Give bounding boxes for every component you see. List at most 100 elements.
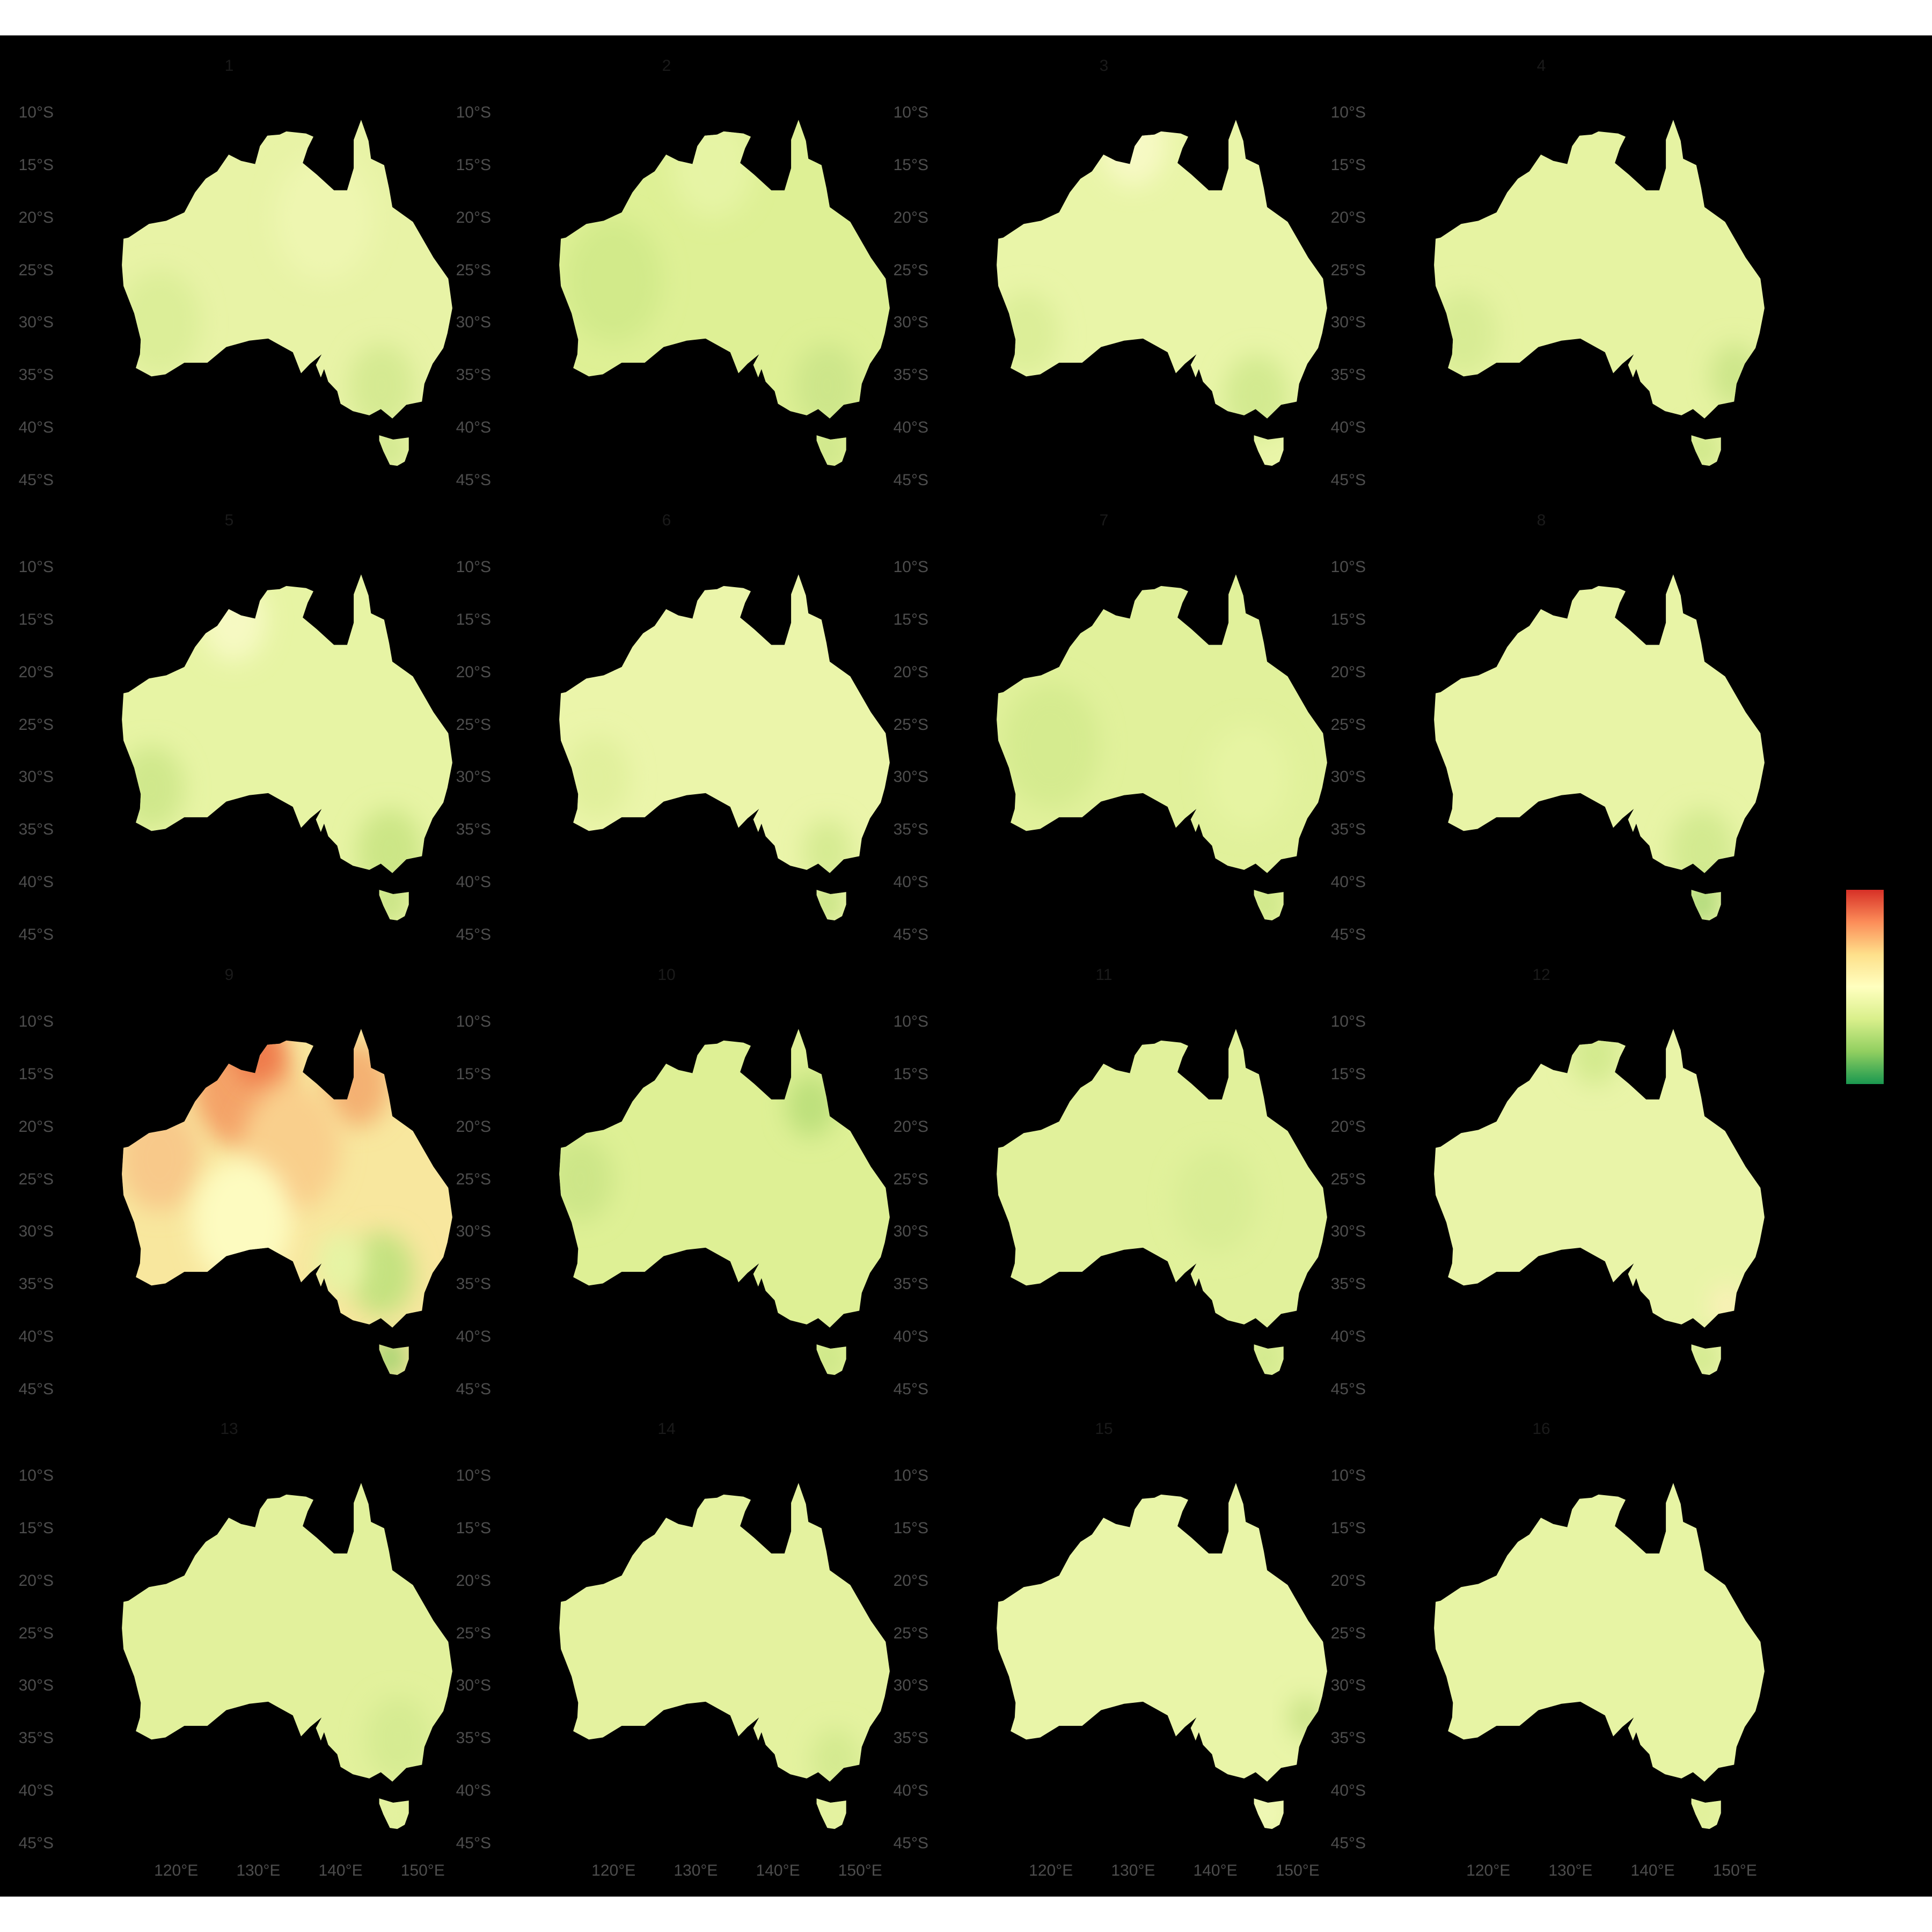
lat-tick-label: 20°S: [1330, 1117, 1366, 1136]
lat-tick-label: 10°S: [1330, 1466, 1366, 1484]
lat-tick-label: 15°S: [456, 610, 491, 628]
value-patch: [1207, 724, 1290, 830]
lat-tick-label: 40°S: [456, 419, 491, 437]
facet-map-5: [122, 574, 452, 920]
facet-title: 1: [224, 57, 234, 75]
facet-title: 13: [220, 1420, 238, 1438]
lat-tick-label: 10°S: [456, 1466, 491, 1484]
value-patch: [810, 1337, 844, 1375]
lat-tick-label: 45°S: [1330, 1380, 1366, 1399]
lat-tick-label: 30°S: [1330, 313, 1366, 332]
facet-title: 15: [1095, 1420, 1113, 1438]
value-patch: [357, 809, 423, 894]
lat-tick-label: 30°S: [18, 1677, 54, 1695]
facet-map-3: [997, 120, 1327, 466]
value-patch: [1570, 1029, 1620, 1085]
lat-tick-label: 40°S: [1330, 1782, 1366, 1800]
lat-tick-label: 20°S: [456, 1571, 491, 1590]
lat-tick-label: 25°S: [18, 261, 54, 279]
lat-tick-label: 35°S: [456, 1275, 491, 1293]
facet-title: 7: [1099, 511, 1109, 529]
lon-tick-label: 140°E: [1630, 1862, 1675, 1879]
value-patch: [201, 577, 267, 662]
mainland-shape: [1434, 120, 1765, 419]
facet-map-4: [1434, 120, 1765, 466]
value-patch: [1100, 120, 1166, 186]
value-patch: [810, 1728, 860, 1791]
lat-tick-label: 40°S: [18, 873, 54, 891]
value-patch: [1685, 1791, 1719, 1829]
lat-tick-label: 15°S: [893, 1519, 928, 1537]
lat-tick-label: 25°S: [18, 1170, 54, 1188]
value-patch: [1223, 354, 1290, 439]
lat-tick-label: 30°S: [18, 313, 54, 332]
lat-tick-label: 40°S: [456, 1328, 491, 1346]
lon-tick-label: 130°E: [1548, 1862, 1593, 1879]
value-patch: [1685, 428, 1719, 466]
lat-tick-label: 35°S: [1330, 1275, 1366, 1293]
lat-tick-label: 45°S: [893, 926, 928, 944]
facet-title: 2: [662, 57, 671, 75]
lat-tick-label: 35°S: [893, 1729, 928, 1747]
lon-tick-label: 140°E: [318, 1862, 363, 1879]
value-patch: [1434, 291, 1497, 376]
value-patch: [365, 1696, 431, 1781]
lat-tick-label: 30°S: [893, 768, 928, 786]
lat-tick-label: 15°S: [893, 610, 928, 628]
lat-tick-label: 30°S: [456, 313, 491, 332]
value-patch: [810, 428, 844, 466]
lat-tick-label: 30°S: [1330, 768, 1366, 786]
lat-tick-label: 15°S: [456, 156, 491, 174]
lat-tick-label: 10°S: [18, 1012, 54, 1030]
lat-tick-label: 25°S: [893, 715, 928, 734]
facet-title: 3: [1099, 57, 1109, 75]
lat-tick-label: 10°S: [18, 558, 54, 576]
value-patch: [348, 343, 415, 428]
lat-tick-label: 15°S: [1330, 610, 1366, 628]
lat-tick-label: 40°S: [1330, 1328, 1366, 1346]
facet-title: 14: [657, 1420, 676, 1438]
lat-tick-label: 20°S: [18, 1571, 54, 1590]
lat-tick-label: 25°S: [18, 715, 54, 734]
value-patch: [122, 745, 185, 830]
value-patches: [810, 1728, 860, 1829]
lat-tick-label: 20°S: [893, 208, 928, 226]
lat-tick-label: 15°S: [893, 156, 928, 174]
lat-tick-label: 30°S: [1330, 1677, 1366, 1695]
lat-tick-label: 35°S: [893, 366, 928, 384]
lat-tick-label: 45°S: [456, 1380, 491, 1399]
mainland-shape: [559, 120, 890, 419]
lat-tick-label: 25°S: [456, 1624, 491, 1642]
lat-tick-label: 25°S: [893, 261, 928, 279]
lat-tick-label: 40°S: [893, 1782, 928, 1800]
mainland-shape: [997, 120, 1327, 419]
lat-tick-label: 40°S: [18, 1328, 54, 1346]
lat-tick-label: 25°S: [1330, 715, 1366, 734]
mainland-shape: [1434, 574, 1765, 873]
facet-title: 11: [1095, 966, 1113, 984]
lat-tick-label: 40°S: [893, 1328, 928, 1346]
facet-map-1: [122, 120, 452, 466]
value-patch: [786, 1074, 836, 1138]
value-patch: [373, 1337, 407, 1375]
lat-tick-label: 45°S: [893, 1834, 928, 1853]
lat-tick-label: 25°S: [1330, 1170, 1366, 1188]
lat-tick-label: 40°S: [456, 1782, 491, 1800]
lat-tick-label: 15°S: [18, 156, 54, 174]
value-patch: [564, 735, 630, 819]
lat-tick-label: 45°S: [1330, 1834, 1366, 1853]
lon-tick-label: 120°E: [1466, 1862, 1511, 1879]
lat-tick-label: 35°S: [1330, 1729, 1366, 1747]
lat-tick-label: 10°S: [1330, 103, 1366, 121]
lat-tick-label: 20°S: [18, 1117, 54, 1136]
facet-map-9: [122, 1029, 452, 1375]
lat-tick-label: 10°S: [893, 1012, 928, 1030]
value-patch: [559, 1137, 614, 1221]
lat-tick-label: 30°S: [18, 768, 54, 786]
lat-tick-label: 25°S: [893, 1170, 928, 1188]
value-patch: [1248, 1337, 1282, 1375]
value-patch: [1174, 1147, 1257, 1253]
value-patch: [794, 343, 860, 428]
lat-tick-label: 10°S: [456, 558, 491, 576]
value-patch: [233, 1029, 283, 1085]
